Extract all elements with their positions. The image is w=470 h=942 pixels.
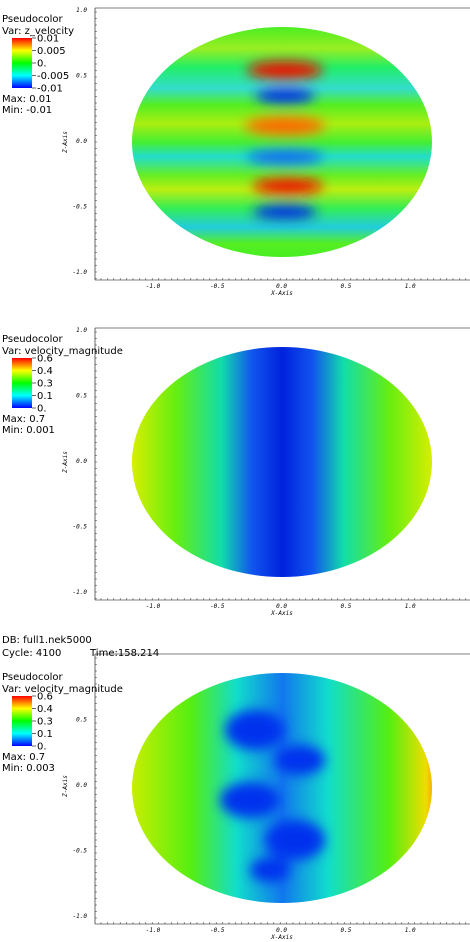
colorbar-label: 0. xyxy=(37,59,47,70)
db-name: DB: full1.nek5000 xyxy=(2,635,92,646)
field-2 xyxy=(132,347,432,577)
y-tick-label: -1.0 xyxy=(73,589,88,596)
y-tick-label: 0.5 xyxy=(76,393,87,400)
colorbar-label: 0.005 xyxy=(37,46,66,57)
y-tick-label: -0.5 xyxy=(73,848,88,855)
colorbar-label: 0.3 xyxy=(37,717,53,728)
colorbar-label: 0.4 xyxy=(37,704,53,715)
x-tick-label: -1.0 xyxy=(146,927,161,934)
y-tick-label: -0.5 xyxy=(73,204,88,211)
colorbar xyxy=(12,38,32,88)
y-tick-label: -1.0 xyxy=(73,913,88,920)
legend-var: Var: velocity_magnitude xyxy=(2,684,123,695)
x-tick-label: 0.0 xyxy=(276,603,287,610)
legend-var: Var: z_velocity xyxy=(2,26,74,37)
legend-min: Min: 0.001 xyxy=(2,425,55,436)
x-axis-label: X-Axis xyxy=(270,610,293,617)
legend-min: Min: -0.01 xyxy=(2,105,52,116)
x-tick-label: 1.0 xyxy=(405,603,416,610)
x-tick-label: 0.0 xyxy=(276,283,287,290)
y-axis-label: Z-Axis xyxy=(62,131,69,154)
colorbar-label: -0.005 xyxy=(37,71,69,82)
colorbar xyxy=(12,358,32,408)
x-tick-label: -0.5 xyxy=(210,603,225,610)
colorbar-label: 0.4 xyxy=(37,366,53,377)
colorbar-label: -0.01 xyxy=(37,84,63,95)
x-tick-label: 0.5 xyxy=(340,603,351,610)
legend-max: Max: 0.7 xyxy=(2,414,45,425)
y-tick-label: -0.5 xyxy=(73,524,88,531)
legend-max: Max: 0.7 xyxy=(2,752,45,763)
legend-plot: Pseudocolor xyxy=(2,672,64,683)
y-tick-label: 1.0 xyxy=(76,327,87,334)
colorbar-label: 0.6 xyxy=(37,692,53,703)
time: Time:158.214 xyxy=(89,648,159,659)
x-tick-label: 0.5 xyxy=(340,927,351,934)
x-axis-label: X-Axis xyxy=(270,290,293,297)
legend-var: Var: velocity_magnitude xyxy=(2,346,123,357)
x-tick-label: -0.5 xyxy=(210,927,225,934)
field-3 xyxy=(132,673,432,903)
x-tick-label: 1.0 xyxy=(405,927,416,934)
field-1 xyxy=(132,27,432,257)
x-tick-label: -1.0 xyxy=(146,603,161,610)
colorbar-label: 0.1 xyxy=(37,729,53,740)
x-tick-label: -1.0 xyxy=(146,283,161,290)
y-tick-label: -1.0 xyxy=(73,269,88,276)
y-tick-label: 1.0 xyxy=(76,7,87,14)
y-axis-label: Z-Axis xyxy=(62,451,69,474)
colorbar-label: 0. xyxy=(37,404,47,415)
colorbar-label: 0.01 xyxy=(37,34,59,45)
x-tick-label: -0.5 xyxy=(210,283,225,290)
colorbar-label: 0. xyxy=(37,742,47,753)
colorbar xyxy=(12,696,32,746)
x-axis-label: X-Axis xyxy=(270,934,293,941)
colorbar-label: 0.1 xyxy=(37,391,53,402)
y-tick-label: 0.0 xyxy=(76,782,87,789)
x-tick-label: 0.5 xyxy=(340,283,351,290)
legend-min: Min: 0.003 xyxy=(2,763,55,774)
y-tick-label: 0.5 xyxy=(76,73,87,80)
legend-plot: Pseudocolor xyxy=(2,14,64,25)
cycle: Cycle: 4100 xyxy=(2,648,61,659)
legend-max: Max: 0.01 xyxy=(2,94,52,105)
x-tick-label: 0.0 xyxy=(276,927,287,934)
y-tick-label: 0.5 xyxy=(76,717,87,724)
x-tick-label: 1.0 xyxy=(405,283,416,290)
y-axis-label: Z-Axis xyxy=(62,775,69,798)
y-tick-label: 0.0 xyxy=(76,138,87,145)
colorbar-label: 0.6 xyxy=(37,354,53,365)
legend-plot: Pseudocolor xyxy=(2,334,64,345)
y-tick-label: 0.0 xyxy=(76,458,87,465)
colorbar-label: 0.3 xyxy=(37,379,53,390)
